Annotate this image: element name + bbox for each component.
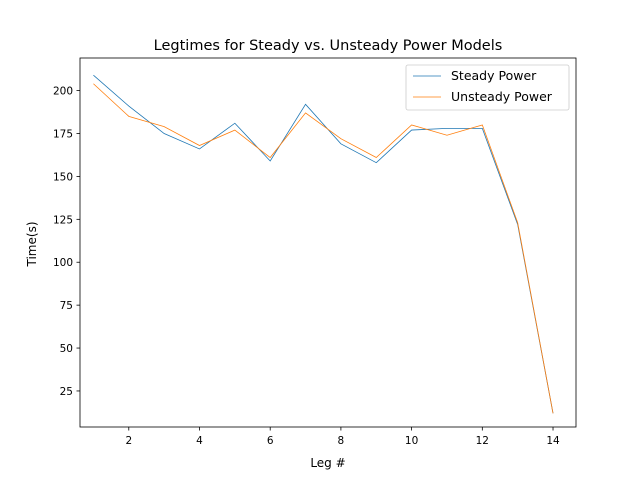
x-tick-label: 10 (405, 435, 418, 447)
chart-title: Legtimes for Steady vs. Unsteady Power M… (154, 38, 503, 54)
axes-frame (79, 57, 577, 428)
legend-label-steady-power: Steady Power (451, 68, 537, 83)
x-axis-label: Leg # (310, 456, 345, 470)
legend: Steady Power Unsteady Power (405, 64, 570, 111)
legend-label-unsteady-power: Unsteady Power (451, 89, 553, 104)
x-tick-label: 6 (267, 435, 274, 447)
x-tick-label: 4 (196, 435, 203, 447)
plot-area: 2 4 6 8 10 12 14 25 50 75 100 125 150 175 200 (53, 57, 577, 447)
x-tick-label: 12 (476, 435, 489, 447)
y-tick-label: 200 (53, 86, 73, 98)
y-axis-label: Time(s) (25, 222, 39, 268)
y-tick-label: 175 (53, 129, 73, 141)
legend-box (405, 64, 570, 111)
series-line-steady-power (93, 74, 554, 414)
x-tick-label: 8 (338, 435, 345, 447)
y-tick-label: 150 (53, 171, 73, 183)
x-tick-label: 14 (546, 435, 560, 447)
y-tick-label: 125 (53, 214, 73, 226)
y-tick-label: 100 (53, 257, 73, 269)
x-tick-label: 2 (125, 435, 132, 447)
series-line-unsteady-power (93, 83, 554, 414)
y-tick-label: 25 (60, 386, 73, 398)
y-tick-label: 75 (60, 300, 73, 312)
y-tick-label: 50 (60, 343, 73, 355)
